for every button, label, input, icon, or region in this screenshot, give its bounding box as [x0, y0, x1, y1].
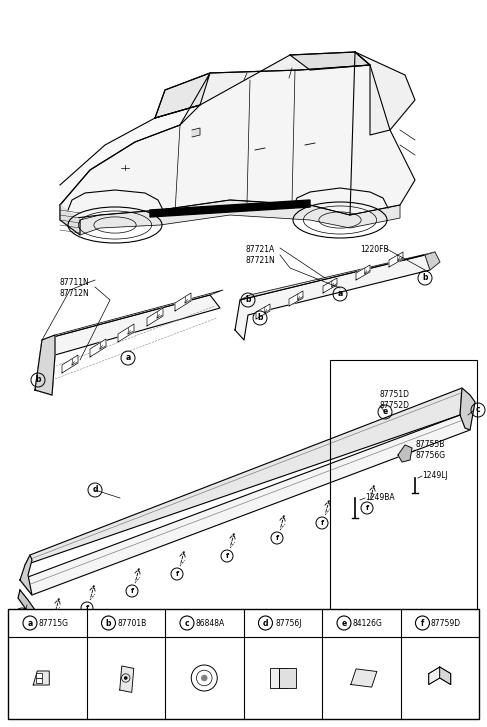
Text: 1249BA: 1249BA — [365, 494, 394, 502]
Text: 1220FB: 1220FB — [360, 245, 389, 254]
Bar — [279, 667, 296, 688]
Text: 87755B
87756G: 87755B 87756G — [415, 440, 445, 460]
Text: 87751D
87752D: 87751D 87752D — [380, 390, 410, 410]
Text: b: b — [106, 619, 111, 627]
Text: c: c — [19, 611, 24, 619]
Text: e: e — [382, 408, 388, 417]
Polygon shape — [355, 52, 415, 135]
Text: b: b — [257, 313, 263, 323]
Polygon shape — [425, 252, 440, 270]
Text: 87711N
87712N: 87711N 87712N — [60, 278, 90, 298]
Text: c: c — [476, 406, 480, 414]
Text: 87756J: 87756J — [276, 619, 302, 627]
Text: f: f — [320, 520, 323, 526]
Polygon shape — [440, 667, 451, 685]
Polygon shape — [240, 252, 435, 300]
Polygon shape — [60, 105, 200, 205]
Polygon shape — [155, 52, 370, 118]
Polygon shape — [429, 667, 440, 685]
Polygon shape — [60, 65, 415, 220]
Polygon shape — [35, 335, 55, 395]
Bar — [270, 667, 287, 688]
Polygon shape — [351, 669, 377, 687]
Text: d: d — [262, 619, 268, 627]
Text: 87701B: 87701B — [117, 619, 147, 627]
Polygon shape — [398, 445, 412, 462]
Polygon shape — [35, 295, 220, 395]
Polygon shape — [62, 355, 78, 373]
Text: a: a — [125, 353, 131, 363]
Text: f: f — [175, 571, 179, 577]
Polygon shape — [20, 415, 470, 595]
Text: f: f — [85, 605, 89, 611]
Text: 84126G: 84126G — [353, 619, 382, 627]
Polygon shape — [25, 388, 462, 565]
Text: f: f — [421, 619, 424, 627]
Polygon shape — [150, 200, 310, 217]
Text: f: f — [276, 535, 279, 541]
Text: 86848A: 86848A — [196, 619, 225, 627]
Text: f: f — [51, 618, 54, 624]
Circle shape — [124, 676, 128, 680]
Text: 1249LJ: 1249LJ — [422, 472, 448, 481]
Text: b: b — [35, 376, 41, 385]
Polygon shape — [290, 52, 370, 70]
Polygon shape — [90, 339, 106, 357]
Bar — [36, 673, 42, 678]
Bar — [8, 609, 479, 719]
Circle shape — [201, 675, 207, 681]
Text: a: a — [337, 289, 343, 299]
Polygon shape — [20, 555, 32, 595]
Text: e: e — [341, 619, 347, 627]
Text: c: c — [185, 619, 189, 627]
Text: b: b — [422, 273, 428, 283]
Text: 87759D: 87759D — [431, 619, 461, 627]
Polygon shape — [175, 293, 191, 311]
Polygon shape — [155, 73, 210, 118]
Polygon shape — [60, 205, 80, 235]
Text: 87721A
87721N: 87721A 87721N — [245, 245, 275, 265]
Text: 87715G: 87715G — [38, 619, 69, 627]
Text: f: f — [131, 588, 133, 594]
Text: a: a — [27, 619, 33, 627]
Polygon shape — [33, 671, 49, 685]
Polygon shape — [147, 308, 163, 326]
Polygon shape — [118, 324, 134, 342]
Polygon shape — [42, 290, 223, 340]
Text: d: d — [92, 486, 98, 494]
Text: f: f — [365, 505, 369, 511]
Polygon shape — [120, 666, 134, 692]
Polygon shape — [192, 128, 200, 137]
Polygon shape — [323, 278, 337, 293]
Polygon shape — [460, 388, 475, 430]
Polygon shape — [256, 304, 270, 319]
Text: b: b — [245, 295, 251, 305]
Text: f: f — [225, 553, 228, 559]
Polygon shape — [289, 291, 303, 306]
Polygon shape — [18, 590, 35, 612]
Polygon shape — [389, 252, 403, 267]
Polygon shape — [80, 200, 400, 235]
Polygon shape — [235, 255, 430, 340]
Bar — [36, 678, 42, 683]
Polygon shape — [356, 265, 370, 280]
